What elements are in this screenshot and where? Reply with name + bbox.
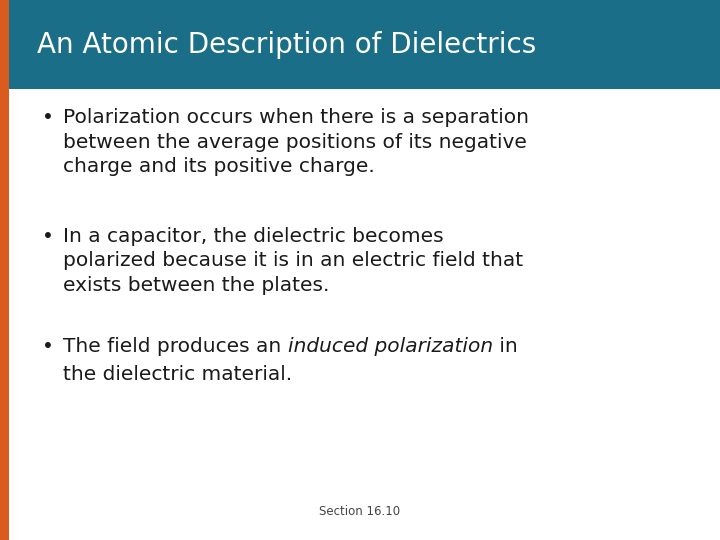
Text: in: in (493, 338, 518, 356)
Text: The field produces an: The field produces an (63, 338, 288, 356)
Bar (0, 0, 720, 89)
Text: induced polarization: induced polarization (288, 338, 493, 356)
Text: •: • (42, 338, 53, 356)
Text: •: • (42, 108, 53, 127)
Bar (0, 0, 9, 540)
Text: An Atomic Description of Dielectrics: An Atomic Description of Dielectrics (37, 31, 536, 58)
Text: •: • (42, 227, 53, 246)
Text: Section 16.10: Section 16.10 (320, 505, 400, 518)
Text: the dielectric material.: the dielectric material. (63, 365, 292, 384)
Text: Polarization occurs when there is a separation
between the average positions of : Polarization occurs when there is a sepa… (63, 108, 529, 177)
Text: In a capacitor, the dielectric becomes
polarized because it is in an electric fi: In a capacitor, the dielectric becomes p… (63, 227, 523, 295)
